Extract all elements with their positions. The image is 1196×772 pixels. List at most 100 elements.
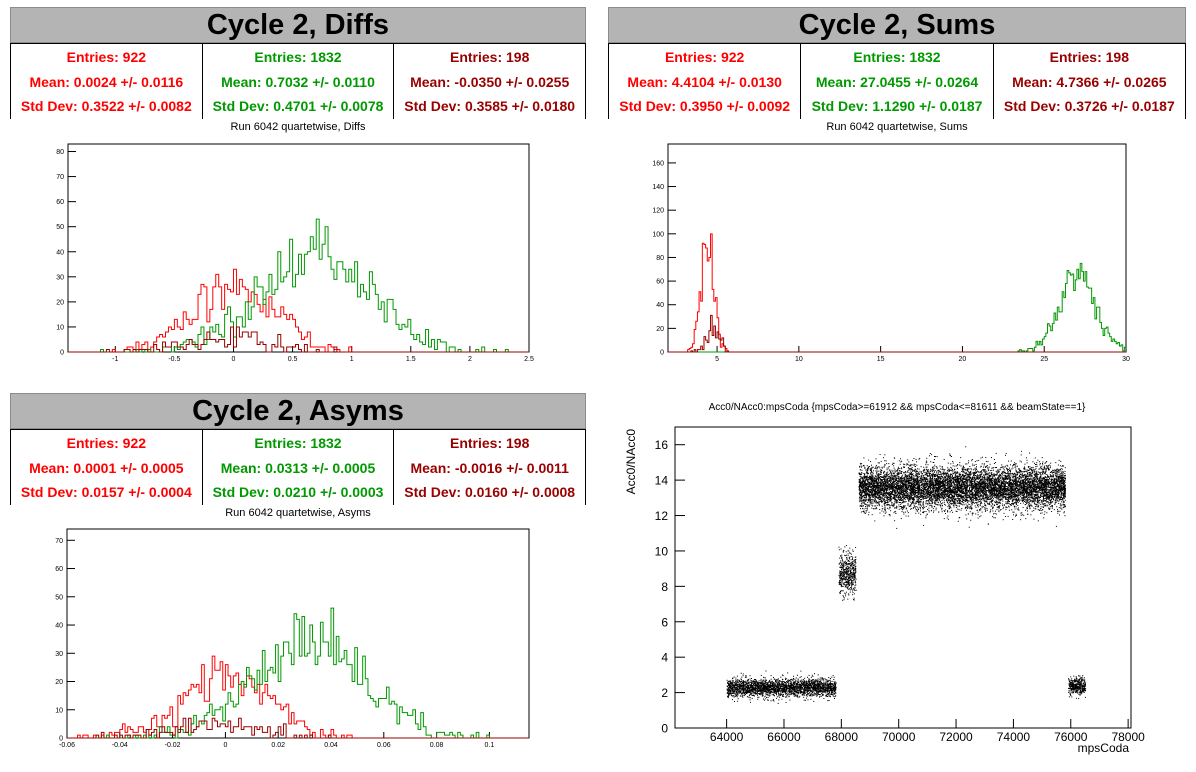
scatter-point	[744, 693, 746, 695]
scatter-point	[829, 680, 831, 681]
scatter-point	[793, 686, 795, 688]
scatter-point	[889, 469, 891, 471]
scatter-point	[743, 688, 745, 690]
scatter-point	[848, 562, 850, 564]
scatter-point	[749, 697, 751, 699]
scatter-point	[960, 492, 961, 494]
scatter-point	[1035, 503, 1037, 505]
scatter-point	[846, 567, 847, 569]
scatter-point	[1013, 492, 1015, 494]
scatter-point	[774, 685, 776, 687]
scatter-point	[832, 690, 834, 692]
scatter-point	[841, 554, 843, 556]
scatter-point	[785, 696, 786, 698]
scatter-point	[819, 694, 820, 695]
scatter-point	[814, 680, 816, 682]
scatter-point	[779, 690, 781, 692]
scatter-point	[851, 583, 853, 585]
scatter-point	[859, 462, 861, 464]
scatter-point	[832, 691, 834, 693]
scatter-point	[767, 685, 769, 687]
scatter-point	[1001, 466, 1002, 468]
scatter-point	[840, 572, 842, 574]
scatter-point	[1062, 471, 1064, 473]
scatter-point	[779, 681, 781, 683]
scatter-point	[786, 690, 788, 692]
scatter-point	[760, 692, 762, 694]
scatter-point	[752, 687, 754, 689]
scatter-point	[823, 698, 825, 699]
scatter-point	[731, 688, 733, 690]
scatter-point	[770, 685, 772, 687]
scatter-point	[759, 688, 761, 690]
scatter-point	[1061, 491, 1063, 493]
scatter-point	[769, 691, 771, 693]
scatter-point	[959, 475, 961, 477]
scatter-point	[839, 577, 840, 579]
scatter-point	[802, 688, 804, 690]
scatter-point	[958, 486, 960, 488]
scatter-point	[780, 692, 781, 694]
scatter-point	[774, 684, 776, 686]
scatter-point	[1041, 493, 1043, 494]
scatter-point	[790, 693, 792, 695]
scatter-point	[760, 692, 762, 694]
scatter-point	[736, 690, 738, 692]
scatter-point	[737, 679, 739, 681]
scatter-point	[815, 679, 817, 681]
scatter-point	[752, 691, 754, 693]
scatter-point	[759, 693, 760, 694]
scatter-point	[819, 682, 821, 684]
scatter-point	[742, 694, 744, 696]
scatter-point	[832, 683, 834, 685]
scatter-point	[751, 694, 753, 696]
scatter-point	[1013, 499, 1015, 501]
scatter-point	[754, 684, 756, 686]
scatter-point	[842, 572, 844, 574]
stat-std: Std Dev: 0.3950 +/- 0.0092	[619, 98, 791, 114]
scatter-point	[927, 486, 929, 488]
scatter-point	[842, 585, 844, 587]
scatter-point	[838, 574, 840, 576]
scatter-point	[1024, 463, 1026, 465]
scatter-point	[821, 683, 823, 685]
stat-mean: Mean: 4.7366 +/- 0.0265	[1012, 73, 1167, 90]
scatter-point	[727, 680, 729, 682]
scatter-point	[762, 680, 764, 682]
scatter-point	[824, 686, 826, 688]
scatter-point	[851, 564, 853, 566]
scatter-point	[925, 460, 927, 462]
scatter-point	[790, 679, 792, 681]
scatter-point	[849, 580, 851, 582]
scatter-point	[848, 576, 850, 578]
scatter-point	[845, 570, 847, 572]
scatter-point	[756, 693, 758, 694]
scatter-point	[1040, 471, 1042, 473]
scatter-point	[767, 687, 769, 689]
scatter-point	[800, 685, 802, 687]
scatter-point	[808, 695, 810, 697]
scatter-point	[848, 588, 850, 590]
scatter-point	[817, 694, 819, 695]
scatter-point	[821, 688, 823, 690]
scatter-point	[783, 694, 784, 696]
scatter-point	[814, 694, 816, 696]
scatter-point	[1034, 481, 1036, 483]
scatter-point	[844, 573, 846, 575]
scatter-point	[979, 504, 981, 506]
scatter-point	[764, 684, 766, 686]
scatter-point	[840, 565, 842, 567]
scatter-point	[844, 569, 845, 570]
scatter-point	[848, 583, 850, 585]
scatter-point	[777, 687, 779, 689]
scatter-point	[853, 599, 855, 601]
scatter-point	[843, 576, 845, 577]
scatter-point	[1059, 499, 1061, 500]
scatter-point	[868, 511, 870, 513]
scatter-point	[794, 682, 796, 684]
scatter-point	[780, 683, 782, 685]
scatter-point	[737, 694, 739, 696]
scatter-point	[771, 692, 773, 694]
scatter-point	[797, 678, 799, 680]
scatter-point	[849, 591, 851, 593]
